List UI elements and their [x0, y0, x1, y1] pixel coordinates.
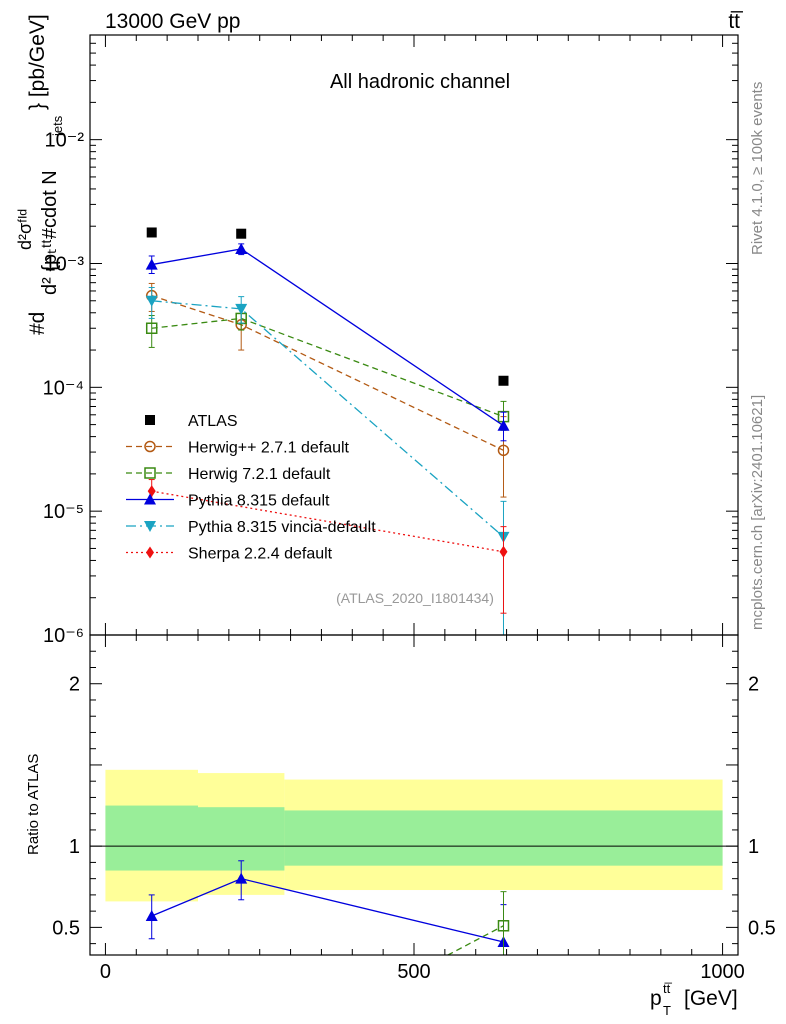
- data-point-atlas: [146, 227, 157, 238]
- main-panel: 10⁻² 10⁻³ 10⁻⁴ 10⁻⁵ 10⁻⁶ ATLAS Herwig++ 2.7.1 …: [43, 34, 739, 647]
- legend: ATLAS Herwig++ 2.7.1 default Herwig 7.2.1 …: [126, 413, 376, 563]
- y-tick-label: 10⁻⁴: [43, 377, 84, 399]
- series-line-pythia: [151, 248, 504, 427]
- x-label-sub: T: [663, 1003, 671, 1018]
- legend-label-herwigpp: Herwig++ 2.7.1 default: [188, 440, 350, 457]
- y-label-den-sub: jets: [50, 115, 65, 137]
- legend-label-herwig7: Herwig 7.2.1 default: [188, 466, 331, 483]
- legend-label-atlas: ATLAS: [188, 413, 238, 430]
- main-subtitle: (ATLAS_2020_I1801434): [336, 590, 494, 606]
- data-point-herwigpp: [497, 444, 510, 457]
- y-label-num: d²σᶠᴵᵈ: [15, 209, 35, 250]
- rivet-label: Rivet 4.1.0, ≥ 100k events: [749, 82, 766, 255]
- data-point-pythia: [235, 242, 248, 254]
- x-tick-label: 1000: [700, 961, 745, 983]
- ratio-y-tick-label: 1: [69, 836, 80, 858]
- y-label-suffix: } [pb/GeV]: [26, 14, 49, 110]
- ratio-y-label: Ratio to ATLAS: [25, 754, 42, 855]
- header-left: 13000 GeV pp: [105, 10, 240, 33]
- mcplots-label: mcplots.cern.ch [arXiv:2401.10621]: [749, 395, 766, 630]
- legend-marker-vincia: [144, 521, 156, 532]
- data-point-vincia: [235, 303, 248, 315]
- x-tick-label: 0: [100, 961, 111, 983]
- data-point-pythia: [145, 258, 158, 270]
- series-herwig7: [435, 891, 510, 955]
- series-line-herwig7: [446, 925, 504, 955]
- header-right: tt̅: [728, 10, 744, 33]
- data-point-sherpa: [147, 485, 156, 498]
- uncertainty-band-inner: [105, 805, 198, 871]
- ratio-panel: 0.5 0.5 1 1 2 2 0 500 1000: [52, 634, 776, 983]
- legend-label-pythia: Pythia 8.315 default: [188, 493, 330, 510]
- x-label-main: p: [650, 987, 662, 1010]
- data-point-pythia: [497, 419, 510, 431]
- main-title: All hadronic channel: [330, 71, 510, 93]
- x-tick-label: 500: [397, 961, 430, 983]
- x-axis-label: p tt̅ T [GeV]: [650, 981, 738, 1018]
- data-point-herwig7: [145, 322, 158, 334]
- y-tick-label: 10⁻⁵: [43, 501, 84, 523]
- data-point-pythia: [235, 872, 248, 884]
- x-label-unit: [GeV]: [684, 987, 738, 1010]
- ratio-y-tick-label-right: 0.5: [748, 917, 776, 939]
- legend-marker-sherpa: [146, 546, 154, 559]
- series-atlas: [146, 227, 509, 386]
- uncertainty-band-inner: [198, 807, 285, 871]
- y-label-den: d² {pₜᵗᵗ#cdot N: [39, 170, 61, 295]
- data-point-atlas: [236, 228, 247, 239]
- series-line-herwig7: [151, 317, 504, 418]
- data-point-vincia: [145, 295, 158, 307]
- uncertainty-band-inner: [284, 810, 723, 866]
- ratio-y-tick-label: 2: [69, 674, 80, 696]
- y-tick-label: 10⁻⁶: [43, 625, 84, 647]
- legend-label-sherpa: Sherpa 2.2.4 default: [188, 546, 333, 563]
- legend-marker-pythia: [144, 493, 156, 505]
- y-tick-label: 10⁻³: [45, 253, 85, 275]
- legend-marker-herwigpp: [144, 440, 156, 453]
- series-pythia: [145, 242, 510, 442]
- ratio-y-tick-label-right: 1: [748, 836, 759, 858]
- data-point-atlas: [498, 375, 509, 386]
- legend-marker-atlas: [145, 415, 155, 425]
- series-herwigpp: [145, 282, 510, 498]
- ratio-y-tick-label: 0.5: [52, 917, 80, 939]
- legend-marker-herwig7: [144, 467, 156, 479]
- y-label-prefix: #d: [26, 312, 49, 335]
- x-label-sup: tt̅: [663, 981, 672, 996]
- main-data: [145, 227, 510, 635]
- ratio-data: [90, 769, 738, 955]
- series-vincia: [145, 286, 510, 635]
- ratio-y-tick-label-right: 2: [748, 674, 759, 696]
- legend-label-vincia: Pythia 8.315 vincia-default: [188, 519, 376, 536]
- main-y-axis-label: #d d²σᶠᴵᵈ d² {pₜᵗᵗ#cdot N jets } [pb/GeV…: [15, 14, 65, 335]
- data-point-sherpa: [499, 545, 508, 558]
- data-point-herwig7: [497, 920, 510, 932]
- y-tick-label: 10⁻²: [45, 130, 85, 152]
- data-point-pythia: [145, 910, 158, 922]
